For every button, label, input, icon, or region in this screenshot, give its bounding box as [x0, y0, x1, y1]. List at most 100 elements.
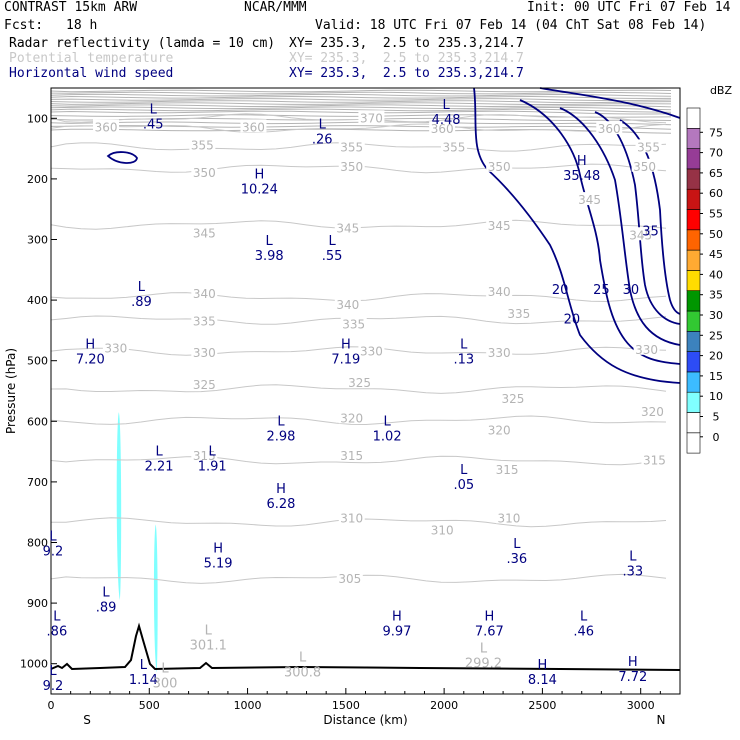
theta-contour-315 — [50, 455, 667, 466]
theta-label: 345 — [193, 226, 216, 240]
theta-label-bg — [486, 344, 513, 358]
extremum-value: .05 — [453, 478, 474, 493]
theta-label: 350 — [340, 160, 363, 174]
theta-label-bg — [429, 121, 456, 135]
colorbar-level-label: 20 — [709, 350, 723, 363]
x-tick-label: 2000 — [430, 699, 458, 712]
colorbar-swatch — [686, 209, 701, 231]
extremum-type: H — [577, 154, 587, 169]
extremum-value: 2.21 — [145, 460, 174, 475]
theta-label: 320 — [488, 423, 511, 437]
extremum-type: L — [460, 337, 468, 352]
theta-label-bg — [240, 119, 267, 133]
field-1-xy: XY= 235.3, 2.5 to 235.3,214.7 — [289, 36, 524, 51]
extremum-value: .13 — [453, 352, 474, 367]
extremum-type: L — [629, 549, 637, 564]
extremum-value: 6.28 — [267, 497, 296, 512]
theta-label-bg — [358, 343, 385, 357]
extremum-value: 3.98 — [255, 249, 284, 264]
theta-label: 360 — [431, 122, 454, 136]
extremum-type: L — [442, 98, 450, 113]
colorbar-level-label: 60 — [709, 187, 723, 200]
theta-label: 350 — [193, 166, 216, 180]
theta-label-bg — [440, 139, 467, 153]
theta-label-bg — [340, 316, 367, 330]
extremum-value: 9.2 — [43, 545, 64, 560]
theta-label-bg — [191, 376, 218, 390]
theta-label-bg — [338, 139, 365, 153]
colorbar-level-label: 50 — [709, 228, 723, 241]
extremum-type: L — [383, 414, 391, 429]
theta-upper-contour — [50, 98, 672, 102]
colorbar-swatch — [686, 330, 701, 352]
axes: 0 500 1000 1500 2000 2500 3000 100 200 300 400 500 6… — [4, 112, 665, 727]
theta-label: 310 — [340, 511, 363, 525]
colorbar-swatch — [686, 168, 701, 190]
theta-label-bg — [639, 404, 666, 418]
x-axis-label: Distance (km) — [323, 713, 407, 727]
x-tick-label: 500 — [139, 699, 160, 712]
extremum-type: L — [460, 463, 468, 478]
theta-label-bg — [358, 110, 385, 124]
theta-label-bg — [346, 375, 373, 389]
theta-label: 315 — [340, 449, 363, 463]
theta-label: 330 — [104, 342, 127, 356]
colorbar-level-label: 45 — [709, 248, 723, 261]
theta-label-bg — [486, 284, 513, 298]
y-tick-label: 800 — [27, 537, 48, 550]
x-tick-label: 0 — [48, 699, 55, 712]
y-tick-label: 100 — [27, 112, 48, 125]
theta-label: 345 — [578, 193, 601, 207]
extremum-value: 9.2 — [43, 679, 64, 694]
theta-label: 350 — [633, 160, 656, 174]
center-label: NCAR/MMM — [244, 0, 307, 15]
extremum-type: L — [49, 530, 57, 545]
theta-label-bg — [499, 390, 526, 404]
theta-upper-contour — [50, 100, 672, 104]
theta-label: 310 — [498, 511, 521, 525]
theta-upper-contour — [50, 93, 672, 97]
colorbar-level-label: 0 — [713, 431, 720, 444]
extremum-type: H — [628, 655, 638, 670]
extremum-value: .89 — [131, 295, 152, 310]
colorbar-level-label: 30 — [709, 309, 723, 322]
x-tick-label: 1500 — [332, 699, 360, 712]
theta-upper-contour — [50, 102, 672, 105]
theta-label-bg — [631, 158, 658, 172]
theta-label: 330 — [635, 343, 658, 357]
theta-label: 335 — [507, 307, 530, 321]
extremum-type: H — [254, 168, 264, 183]
theta-label: 320 — [641, 405, 664, 419]
y-axis-label: Pressure (hPa) — [4, 348, 18, 434]
theta-upper-contour — [50, 106, 672, 111]
theta-label: 330 — [488, 346, 511, 360]
x-axis-right-end-label: N — [657, 713, 666, 727]
theta-label: 355 — [443, 140, 466, 154]
theta-label: 345 — [488, 219, 511, 233]
theta-label: 330 — [360, 345, 383, 359]
colorbar: 0 5 10 15 20 25 30 35 40 45 50 55 60 65 70 75 dBZ — [686, 84, 732, 454]
y-tick-label: 500 — [27, 355, 48, 368]
extremum-type: L — [150, 102, 158, 117]
valid-time: Valid: 18 UTC Fri 07 Feb 14 (04 ChT Sat … — [315, 18, 707, 33]
extremum-value: 5.19 — [204, 557, 233, 572]
theta-label: 330 — [193, 346, 216, 360]
theta-label: 340 — [193, 287, 216, 301]
colorbar-swatch — [686, 310, 701, 332]
theta-label-bg — [338, 158, 365, 172]
theta-label-bg — [334, 296, 361, 310]
contour-labels: 360 360 370 360 360 355 355 355 355 350 350 350 350 3… — [43, 98, 668, 694]
wind-contour-1 — [473, 87, 681, 384]
extremum-value: 7.19 — [331, 352, 360, 367]
theta-label: 350 — [488, 160, 511, 174]
init-time: Init: 00 UTC Fri 07 Feb 14 — [527, 0, 731, 15]
extremum-value: 300.8 — [284, 666, 321, 681]
theta-label-bg — [334, 220, 361, 234]
theta-upper-contour — [50, 95, 672, 100]
theta-label-bg — [641, 452, 668, 466]
colorbar-swatch — [686, 188, 701, 210]
extremum-type: L — [480, 642, 488, 657]
wind-contour-3 — [559, 107, 681, 346]
